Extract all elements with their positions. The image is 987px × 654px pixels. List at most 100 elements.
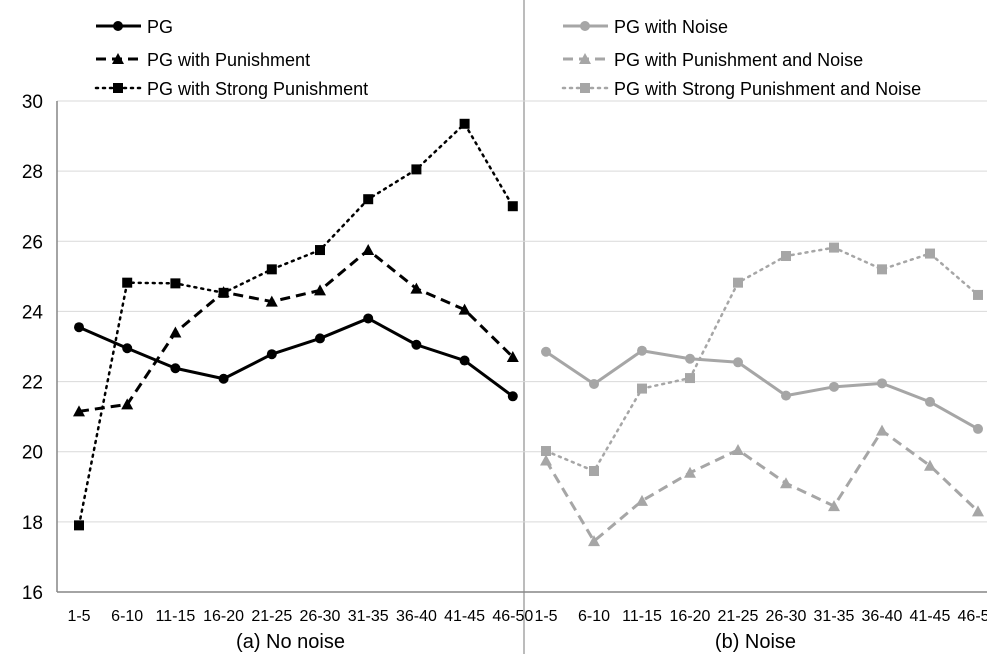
y-tick-label: 28 bbox=[22, 162, 43, 183]
y-tick-label: 16 bbox=[22, 583, 43, 604]
data-point bbox=[506, 351, 519, 363]
data-point bbox=[636, 494, 648, 506]
series-pg-with-punishment bbox=[73, 244, 519, 417]
data-point bbox=[780, 477, 792, 489]
x-tick-label: 11-15 bbox=[622, 608, 662, 625]
series-line bbox=[544, 246, 980, 473]
legend-label: PG with Noise bbox=[614, 17, 728, 37]
data-point bbox=[541, 346, 551, 357]
data-point bbox=[876, 424, 888, 436]
series-pg-with-strong-punishment-and-noise bbox=[541, 242, 983, 477]
x-tick-label: 16-20 bbox=[670, 608, 711, 625]
legend-label: PG with Punishment bbox=[147, 50, 310, 70]
data-point bbox=[540, 454, 552, 466]
data-point bbox=[362, 244, 375, 256]
x-tick-label: 46-50 bbox=[492, 608, 533, 625]
legend-entry: PG with Strong Punishment and Noise bbox=[561, 79, 921, 99]
data-point bbox=[877, 378, 887, 389]
y-tick-label: 24 bbox=[22, 302, 44, 323]
panel-subtitle: (a) No noise bbox=[236, 631, 345, 653]
legend-marker bbox=[580, 83, 590, 93]
x-tick-label: 36-40 bbox=[396, 608, 437, 625]
data-point bbox=[684, 466, 696, 478]
x-tick-label: 26-30 bbox=[766, 608, 807, 625]
data-point bbox=[121, 398, 134, 410]
data-point bbox=[411, 164, 422, 175]
data-point bbox=[732, 443, 744, 455]
data-point bbox=[315, 333, 325, 344]
data-point bbox=[265, 295, 278, 307]
series-pg bbox=[74, 313, 518, 402]
data-point bbox=[588, 535, 600, 547]
panel-subtitle: (b) Noise bbox=[715, 631, 796, 653]
series-pg-with-strong-punishment bbox=[74, 118, 518, 531]
panel-noise: 1-5 6-10 11-15 16-20 21-25 26-30 31-35 36-40 41-… bbox=[524, 17, 987, 653]
series-line bbox=[78, 248, 514, 413]
data-point bbox=[122, 343, 133, 354]
x-tick-label: 46-50 bbox=[958, 608, 987, 625]
data-point bbox=[266, 349, 277, 360]
data-point bbox=[507, 201, 518, 212]
data-point bbox=[74, 322, 84, 333]
legend-entry: PG with Punishment and Noise bbox=[563, 50, 863, 70]
series-line bbox=[544, 429, 980, 543]
legend-marker bbox=[580, 21, 590, 31]
x-tick-label: 31-35 bbox=[348, 608, 389, 625]
data-point bbox=[122, 277, 133, 288]
data-point bbox=[685, 373, 695, 384]
data-point bbox=[507, 391, 518, 402]
data-point bbox=[925, 396, 935, 407]
data-point bbox=[218, 373, 229, 384]
data-point bbox=[170, 363, 181, 374]
data-point bbox=[829, 242, 839, 253]
x-tick-label: 6-10 bbox=[111, 608, 143, 625]
data-point bbox=[637, 345, 647, 356]
data-point bbox=[170, 278, 181, 289]
data-point bbox=[218, 287, 229, 298]
data-point bbox=[685, 353, 695, 364]
legend-label: PG with Strong Punishment and Noise bbox=[614, 79, 921, 99]
x-tick-label: 21-25 bbox=[718, 608, 759, 625]
legend-marker bbox=[113, 83, 123, 93]
legend-entry: PG with Strong Punishment bbox=[94, 79, 368, 99]
y-tick-label: 30 bbox=[22, 92, 43, 113]
data-point bbox=[73, 405, 85, 417]
data-point bbox=[459, 118, 470, 129]
data-point bbox=[733, 277, 743, 288]
data-point bbox=[411, 339, 422, 350]
legend-marker bbox=[113, 21, 123, 31]
y-tick-label: 20 bbox=[22, 443, 43, 464]
x-tick-label: 26-30 bbox=[300, 608, 341, 625]
legend-marker bbox=[579, 53, 591, 64]
x-tick-label: 1-5 bbox=[67, 608, 90, 625]
legend-entry: PG bbox=[96, 17, 173, 37]
data-point bbox=[973, 289, 983, 300]
data-point bbox=[829, 381, 839, 392]
data-point bbox=[877, 264, 887, 275]
x-tick-label: 31-35 bbox=[814, 608, 855, 625]
data-point bbox=[924, 459, 936, 471]
x-tick-label: 41-45 bbox=[910, 608, 951, 625]
data-point bbox=[314, 284, 326, 296]
y-tick-label: 26 bbox=[22, 232, 43, 253]
legend-entry: PG with Punishment bbox=[96, 50, 310, 70]
y-tick-label: 22 bbox=[22, 373, 43, 394]
legend-label: PG with Strong Punishment bbox=[147, 79, 368, 99]
x-tick-label: 36-40 bbox=[862, 608, 903, 625]
legend-marker bbox=[112, 53, 124, 64]
data-point bbox=[74, 520, 84, 531]
data-point bbox=[637, 383, 647, 394]
data-point bbox=[363, 313, 374, 324]
data-point bbox=[733, 357, 743, 368]
panel-no-noise: 1-5 6-10 11-15 16-20 21-25 26-30 31-35 36-40 41-… bbox=[57, 17, 533, 653]
data-point bbox=[925, 248, 935, 259]
legend-entry: PG with Noise bbox=[563, 17, 728, 37]
data-point bbox=[169, 326, 182, 338]
data-point bbox=[541, 446, 551, 457]
data-point bbox=[781, 251, 791, 262]
data-point bbox=[972, 505, 984, 517]
x-tick-label: 6-10 bbox=[578, 608, 610, 625]
y-tick-label: 18 bbox=[22, 513, 43, 534]
x-tick-label: 1-5 bbox=[534, 608, 557, 625]
